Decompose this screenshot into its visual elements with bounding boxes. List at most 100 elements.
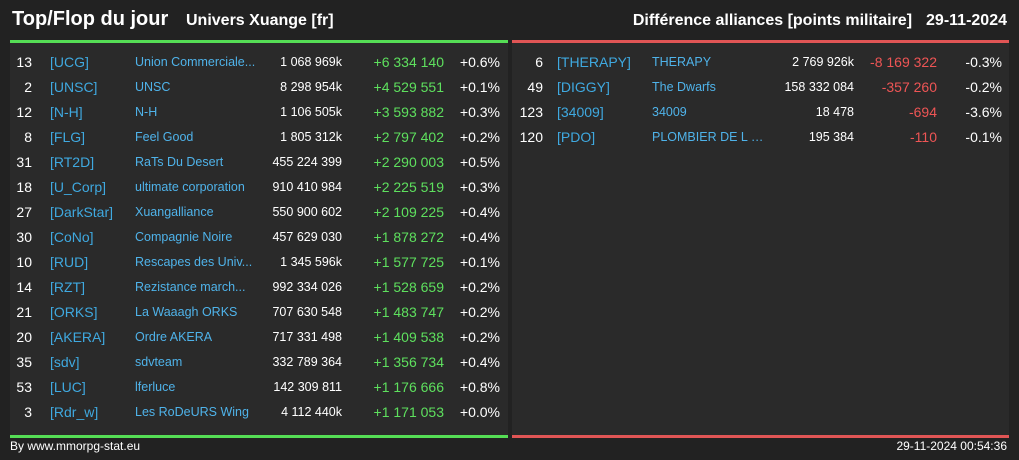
alliance-tag[interactable]: [RZT]: [50, 279, 85, 295]
points-difference: +1 483 747: [373, 304, 444, 320]
table-row: 13 [UCG] Union Commerciale... 1 068 969k +6 …: [10, 50, 508, 75]
alliance-rank: 53: [16, 379, 32, 395]
alliance-points: 1 805 312k: [280, 130, 342, 144]
table-row: 6 [THERAPY] THERAPY 2 769 926k -8 169 322 -0.…: [512, 50, 1009, 75]
table-row: 35 [sdv] sdvteam 332 789 364 +1 356 734 +0.4%: [10, 350, 508, 375]
alliance-points: 142 309 811: [273, 380, 342, 394]
alliance-tag[interactable]: [ORKS]: [50, 304, 98, 320]
header-right: Différence alliances [points militaire] 2…: [633, 12, 1007, 30]
percent-change: -0.1%: [965, 129, 1002, 145]
percent-change: +0.3%: [459, 179, 500, 195]
alliance-rank: 2: [24, 79, 32, 95]
alliance-tag[interactable]: [34009]: [557, 104, 604, 120]
percent-change: +0.1%: [459, 79, 500, 95]
alliance-name[interactable]: ultimate corporation: [135, 180, 245, 194]
alliance-rank: 27: [16, 204, 32, 220]
alliance-rank: 8: [24, 129, 32, 145]
alliance-name[interactable]: N-H: [135, 105, 158, 119]
footer-timestamp: 29-11-2024 00:54:36: [896, 439, 1007, 453]
alliance-tag[interactable]: [RT2D]: [50, 154, 95, 170]
table-row: 30 [CoNo] Compagnie Noire 457 629 030 +1 878…: [10, 225, 508, 250]
points-difference: +3 593 882: [373, 104, 444, 120]
alliance-tag[interactable]: [FLG]: [50, 129, 86, 145]
stat-type-title: Différence alliances [points militaire]: [632, 12, 913, 29]
alliance-tag[interactable]: [DIGGY]: [557, 79, 610, 95]
alliance-name[interactable]: PLOMBIER DE L O...: [652, 130, 767, 144]
alliance-points: 1 068 969k: [280, 55, 342, 69]
percent-change: +0.4%: [459, 354, 500, 370]
alliance-points: 8 298 954k: [280, 80, 342, 94]
alliance-tag[interactable]: [sdv]: [50, 354, 80, 370]
percent-change: -0.3%: [965, 54, 1002, 70]
alliance-rank: 6: [535, 54, 543, 70]
alliance-points: 18 478: [815, 105, 854, 119]
alliance-points: 4 112 440k: [281, 405, 342, 419]
alliance-rank: 13: [16, 54, 32, 70]
alliance-tag[interactable]: [UNSC]: [50, 79, 98, 95]
alliance-name[interactable]: Rescapes des Univ...: [135, 255, 253, 269]
alliance-rank: 49: [527, 79, 543, 95]
alliance-name[interactable]: Feel Good: [135, 130, 194, 144]
alliance-tag[interactable]: [CoNo]: [50, 229, 94, 245]
table-row: 12 [N-H] N-H 1 106 505k +3 593 882 +0.3%: [10, 100, 508, 125]
top-panel: 13 [UCG] Union Commerciale... 1 068 969k +6 …: [10, 40, 508, 438]
alliance-rank: 3: [24, 404, 32, 420]
alliance-rank: 20: [16, 329, 32, 345]
points-difference: +1 878 272: [373, 229, 444, 245]
table-row: 21 [ORKS] La Waaagh ORKS 707 630 548 +1 483 …: [10, 300, 508, 325]
alliance-name[interactable]: Les RoDeURS Wing: [135, 405, 249, 419]
alliance-tag[interactable]: [N-H]: [50, 104, 83, 120]
points-difference: +1 409 538: [373, 329, 444, 345]
points-difference: +1 356 734: [373, 354, 444, 370]
points-difference: +2 290 003: [373, 154, 444, 170]
alliance-name[interactable]: La Waaagh ORKS: [135, 305, 238, 319]
alliance-tag[interactable]: [DarkStar]: [50, 204, 114, 220]
alliance-name[interactable]: THERAPY: [652, 55, 712, 69]
points-difference: -110: [910, 129, 937, 145]
points-difference: +1 528 659: [373, 279, 444, 295]
header: Top/Flop du jour Univers Xuange [fr] Dif…: [0, 0, 1019, 40]
alliance-tag[interactable]: [LUC]: [50, 379, 86, 395]
points-difference: -8 169 322: [870, 54, 937, 70]
points-difference: -357 260: [881, 79, 937, 95]
alliance-tag[interactable]: [PDO]: [557, 129, 596, 145]
alliance-rank: 14: [16, 279, 32, 295]
alliance-points: 992 334 026: [272, 280, 342, 294]
alliance-name[interactable]: RaTs Du Desert: [135, 155, 224, 169]
alliance-tag[interactable]: [RUD]: [50, 254, 89, 270]
alliance-tag[interactable]: [U_Corp]: [50, 179, 107, 195]
alliance-name[interactable]: 34009: [652, 105, 687, 119]
alliance-name[interactable]: lferluce: [135, 380, 176, 394]
alliance-name[interactable]: The Dwarfs: [652, 80, 716, 94]
table-row: 49 [DIGGY] The Dwarfs 158 332 084 -357 260 -0…: [512, 75, 1009, 100]
page-title: Top/Flop du jour: [12, 8, 169, 30]
alliance-points: 457 629 030: [272, 230, 342, 244]
table-row: 14 [RZT] Rezistance march... 992 334 026 +1 …: [10, 275, 508, 300]
table-row: 53 [LUC] lferluce 142 309 811 +1 176 666 +0.8…: [10, 375, 508, 400]
percent-change: +0.1%: [459, 254, 500, 270]
points-difference: -694: [908, 104, 937, 120]
alliance-rank: 21: [16, 304, 32, 320]
percent-change: +0.0%: [459, 404, 500, 420]
alliance-points: 195 384: [808, 130, 854, 144]
alliance-tag[interactable]: [AKERA]: [50, 329, 106, 345]
points-difference: +2 225 519: [373, 179, 444, 195]
alliance-name[interactable]: Union Commerciale...: [135, 55, 256, 69]
percent-change: +0.2%: [459, 279, 500, 295]
points-difference: +2 797 402: [373, 129, 444, 145]
alliance-name[interactable]: sdvteam: [135, 355, 183, 369]
alliance-name[interactable]: Compagnie Noire: [135, 230, 233, 244]
alliance-points: 910 410 984: [272, 180, 342, 194]
footer-credit[interactable]: By www.mmorpg-stat.eu: [10, 439, 141, 453]
alliance-name[interactable]: Ordre AKERA: [135, 330, 213, 344]
alliance-name[interactable]: Xuangalliance: [135, 205, 214, 219]
alliance-name[interactable]: Rezistance march...: [135, 280, 246, 294]
table-row: 120 [PDO] PLOMBIER DE L O... 195 384 -110 -0.…: [512, 125, 1009, 150]
alliance-rank: 10: [16, 254, 32, 270]
alliance-tag[interactable]: [THERAPY]: [557, 54, 631, 70]
alliance-tag[interactable]: [UCG]: [50, 54, 89, 70]
alliance-tag[interactable]: [Rdr_w]: [50, 404, 99, 420]
alliance-points: 2 769 926k: [792, 55, 854, 69]
points-difference: +1 176 666: [373, 379, 444, 395]
alliance-name[interactable]: UNSC: [135, 80, 171, 94]
